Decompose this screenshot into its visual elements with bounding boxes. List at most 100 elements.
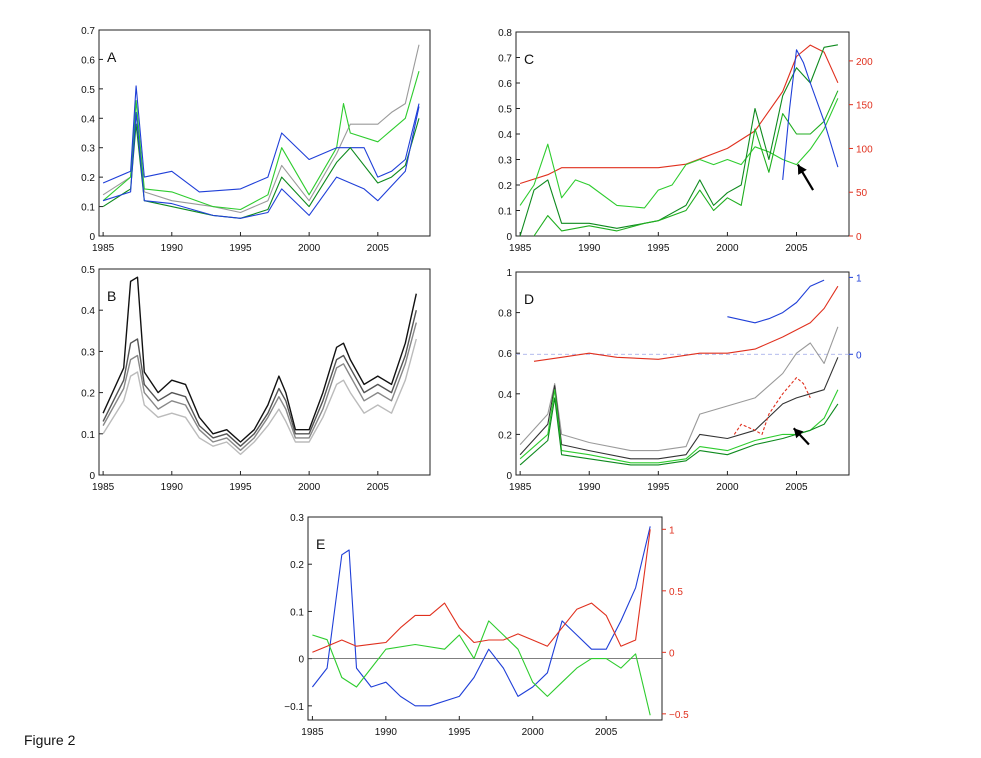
x-tick-label: 1995 <box>647 243 670 254</box>
plot-frame <box>307 516 663 721</box>
x-tick-label: 2005 <box>367 243 390 254</box>
y-tick-label: 0.3 <box>290 513 304 524</box>
y-tick-label: 0.6 <box>498 349 512 360</box>
series-blue-1 <box>102 85 420 193</box>
y-tick-label: 0.7 <box>498 54 512 65</box>
plot-frame <box>515 271 850 476</box>
y-tick-label: 0.2 <box>81 389 95 400</box>
series-black <box>102 276 417 443</box>
y-tick-label: 0.3 <box>81 347 95 358</box>
y2-tick-label: 150 <box>856 101 873 112</box>
x-tick-label: 1995 <box>647 482 670 493</box>
y-tick-label: 0.5 <box>81 85 95 96</box>
y-tick-label: 0.4 <box>498 390 512 401</box>
y2-tick-label: 1 <box>669 525 675 536</box>
series-green-dark <box>519 397 839 466</box>
x-tick-label: 2005 <box>595 727 618 738</box>
y-tick-label: 0.1 <box>81 203 95 214</box>
panel-label: D <box>524 291 534 307</box>
y-tick-label: 0.3 <box>498 156 512 167</box>
panel-d: 1985 1990 1995 2000 2005 0 0.2 0.4 0.6 0.8 1 0 1 D <box>498 268 862 493</box>
y-tick-label: 0.4 <box>498 130 512 141</box>
y2-tick-label: −0.5 <box>669 710 689 721</box>
series-light-gray <box>102 338 417 456</box>
series-red-upper <box>533 285 839 362</box>
plot-frame <box>98 268 431 476</box>
x-tick-label: 1990 <box>161 482 184 493</box>
y2-tick-label: 50 <box>856 188 868 199</box>
series-red-right-axis- <box>519 44 839 185</box>
x-tick-label: 2000 <box>298 243 321 254</box>
arrow-head <box>793 428 804 439</box>
x-tick-label: 2005 <box>785 482 808 493</box>
x-tick-label: 2000 <box>716 243 739 254</box>
series-blue-2 <box>102 106 420 219</box>
y2-tick-label: 100 <box>856 144 873 155</box>
x-tick-label: 1990 <box>578 482 601 493</box>
y-tick-label: 0.2 <box>290 560 304 571</box>
series-blue <box>782 49 839 180</box>
y-tick-label: 0.2 <box>81 173 95 184</box>
y-tick-label: 0.5 <box>81 265 95 276</box>
panel-label: A <box>107 49 117 65</box>
plot-frame <box>98 29 431 237</box>
series-red-dashed <box>733 377 811 435</box>
series-green-mid <box>533 90 839 237</box>
x-tick-label: 1995 <box>448 727 471 738</box>
y-tick-label: 0.1 <box>81 430 95 441</box>
x-tick-label: 1995 <box>229 482 252 493</box>
arrow-head <box>797 164 807 175</box>
x-tick-label: 1990 <box>578 243 601 254</box>
series-blue <box>311 526 651 707</box>
y-tick-label: 0.3 <box>81 144 95 155</box>
x-tick-label: 1985 <box>92 243 115 254</box>
y2-tick-label: 0 <box>669 648 675 659</box>
x-tick-label: 2000 <box>522 727 545 738</box>
y-tick-label: 1 <box>506 268 512 279</box>
y-tick-label: 0.1 <box>290 607 304 618</box>
series-dark-gray <box>102 310 417 447</box>
y-tick-label: 0.4 <box>81 114 95 125</box>
panel-c: 1985 1990 1995 2000 200500.10.20.30.40.50.60… <box>498 28 873 254</box>
y-tick-label: 0.6 <box>498 79 512 90</box>
x-tick-label: 1985 <box>509 482 532 493</box>
panel-e: 1985 1990 1995 2000 2005 −0.1 0 0.1 0.2 0.3 −0.5 0 0… <box>284 513 689 738</box>
series-gray <box>519 326 839 452</box>
series-mid-gray <box>102 322 417 451</box>
series-red-right-axis- <box>312 529 651 653</box>
y2-tick-label: 0 <box>856 232 862 243</box>
y-tick-label: 0.7 <box>81 26 95 37</box>
x-tick-label: 1985 <box>92 482 115 493</box>
figure-caption: Figure 2 <box>24 732 76 748</box>
x-tick-label: 1990 <box>161 243 184 254</box>
y-tick-label: 0.4 <box>81 306 95 317</box>
y-tick-label: 0 <box>89 471 95 482</box>
series-green <box>312 620 651 716</box>
x-tick-label: 2005 <box>367 482 390 493</box>
x-tick-label: 1995 <box>229 243 252 254</box>
x-tick-label: 2005 <box>785 243 808 254</box>
series-blue-upper <box>727 279 825 324</box>
y2-tick-label: 0.5 <box>669 587 683 598</box>
x-tick-label: 1985 <box>301 727 324 738</box>
series-dark <box>519 357 839 460</box>
x-tick-label: 1990 <box>375 727 398 738</box>
y2-tick-label: 200 <box>856 57 873 68</box>
y-tick-label: 0 <box>506 471 512 482</box>
y-tick-label: 0.1 <box>498 207 512 218</box>
series-green-light <box>519 98 839 209</box>
panel-label: E <box>316 536 325 552</box>
y-tick-label: 0.8 <box>498 309 512 320</box>
x-tick-label: 1985 <box>509 243 532 254</box>
panel-label: B <box>107 288 116 304</box>
y-tick-label: 0.5 <box>498 105 512 116</box>
y-tick-label: 0.2 <box>498 181 512 192</box>
y-tick-label: 0 <box>89 232 95 243</box>
x-tick-label: 2000 <box>716 482 739 493</box>
y2-tick-label: 0 <box>856 350 862 361</box>
y-tick-label: 0.8 <box>498 28 512 39</box>
y2-tick-label: 1 <box>856 273 862 284</box>
y-tick-label: 0 <box>298 655 304 666</box>
panel-b: 1985 1990 1995 2000 2005 0 0.1 0.2 0.3 0.4 0.5 B <box>81 265 431 493</box>
